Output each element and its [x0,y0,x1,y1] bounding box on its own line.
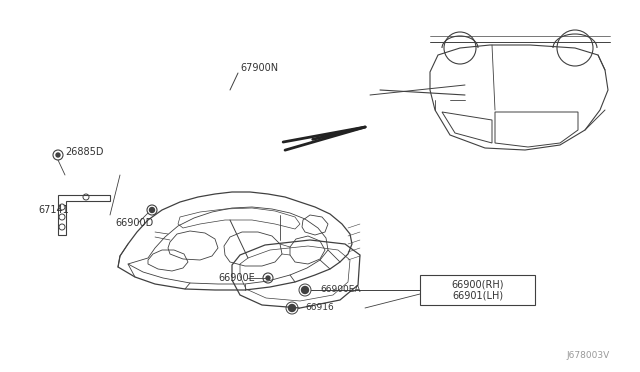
Text: 66900(RH)
66901(LH): 66900(RH) 66901(LH) [451,279,504,301]
Circle shape [56,153,60,157]
Text: 67141: 67141 [38,205,68,215]
Text: 66916: 66916 [305,304,333,312]
Text: 66900D: 66900D [115,218,153,228]
Text: 67900N: 67900N [240,63,278,73]
Text: 66900EA: 66900EA [320,285,360,295]
Text: 26885D: 26885D [65,147,104,157]
Circle shape [266,276,270,280]
Circle shape [301,286,308,294]
Text: 66900E: 66900E [218,273,255,283]
Circle shape [289,305,296,311]
FancyBboxPatch shape [420,275,535,305]
Circle shape [150,208,154,212]
Text: J678003V: J678003V [567,351,610,360]
